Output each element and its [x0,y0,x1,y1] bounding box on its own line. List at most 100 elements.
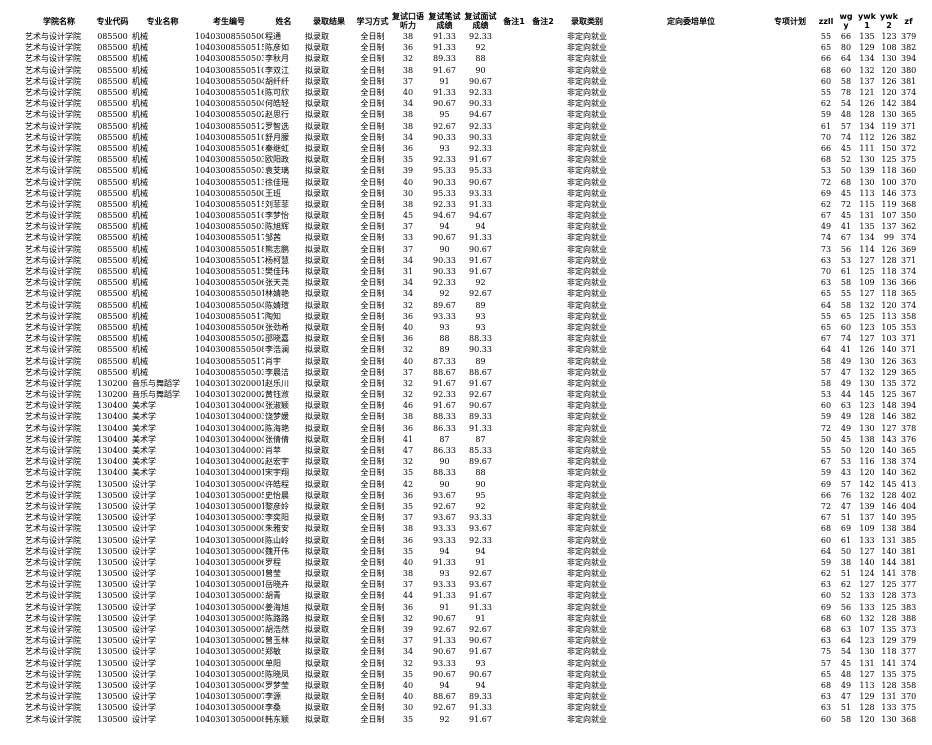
cell-special-plan [764,658,816,669]
cell-written-score: 91 [439,602,450,612]
cell-study-mode: 全日制 [360,322,385,332]
cell-admission-result: 拟录取 [305,401,329,411]
cell-wgy: 52 [840,155,852,165]
cell-ywk2: 143 [881,434,897,444]
cell-note2 [530,65,556,76]
cell-major-name: 机械 [132,199,148,209]
cell-ywk2: 138 [881,457,897,467]
cell-note1 [498,512,530,523]
cell-admission-category: 非定向就业 [567,199,607,209]
cell-study-mode: 全日制 [360,501,385,511]
cell-major-name: 机械 [132,88,148,98]
cell-special-plan [764,199,816,210]
table-row: 艺术与设计学院 130500 设计学 104030130500086 陈山岭 拟录取 全日制… [24,534,917,545]
cell-interview-score: 91.33 [469,423,492,433]
cell-wgy: 47 [840,501,852,511]
cell-admission-result: 拟录取 [305,143,329,153]
cell-admission-result: 拟录取 [305,669,329,679]
cell-written-score: 87 [439,434,450,444]
header-row: 学院名称 专业代码 专业名称 考生编号 姓名 录取结果 学习方式 复试口语听力 复试笔试成绩 复试… [24,10,917,31]
cell-special-plan [764,344,816,355]
cell-zzll: 68 [820,680,832,690]
cell-note1 [498,479,530,490]
cell-oral-listening-score: 38 [402,65,414,75]
cell-special-plan [764,165,816,176]
cell-major-code: 085500 [97,43,128,53]
cell-college: 艺术与设计学院 [25,311,81,321]
cell-major-name: 音乐与舞蹈学 [132,390,180,400]
cell-note1 [498,288,530,299]
cell-admission-result: 拟录取 [305,255,329,265]
cell-ywk1: 107 [859,625,875,635]
cell-major-name: 设计学 [132,602,156,612]
cell-oral-listening-score: 38 [402,110,414,120]
cell-admission-category: 非定向就业 [567,88,607,98]
cell-special-plan [764,31,816,42]
cell-interview-score: 92 [475,43,486,53]
cell-written-score: 90 [439,244,450,254]
cell-major-name: 音乐与舞蹈学 [132,378,180,388]
cell-zzll: 66 [820,143,832,153]
cell-oral-listening-score: 32 [402,457,414,467]
cell-name: 陈彦如 [265,43,289,53]
cell-ywk2: 125 [881,602,897,612]
cell-zzll: 60 [820,714,832,724]
cell-interview-score: 92.67 [469,569,492,579]
cell-wgy: 56 [840,602,852,612]
cell-admission-result: 拟录取 [305,99,329,109]
cell-interview-score: 91.67 [469,714,492,724]
cell-oral-listening-score: 32 [402,54,414,64]
cell-wgy: 58 [840,300,852,310]
cell-candidate-id: 104030085505177 [195,311,264,321]
cell-ywk2: 141 [881,658,897,668]
cell-note1 [498,646,530,657]
cell-study-mode: 全日制 [360,468,385,478]
cell-oral-listening-score: 41 [402,434,414,444]
cell-candidate-id: 104030130400022 [195,457,264,467]
cell-name: 徐佳瑶 [265,177,289,187]
cell-directed-training-unit [618,143,764,154]
cell-college: 艺术与设计学院 [25,177,81,187]
cell-name: 邹茜 [265,233,281,243]
cell-candidate-id: 104030085505155 [195,43,264,53]
cell-ywk1: 137 [859,76,875,86]
cell-oral-listening-score: 31 [402,267,414,277]
cell-directed-training-unit [618,445,764,456]
cell-ywk2: 118 [881,166,897,176]
table-row: 艺术与设计学院 085500 机械 104030085505032 欧阳政 拟录取 全日制 3… [24,154,917,165]
cell-study-mode: 全日制 [360,334,385,344]
cell-major-name: 机械 [132,166,148,176]
cell-note1 [498,445,530,456]
cell-note1 [498,702,530,713]
cell-directed-training-unit [618,534,764,545]
cell-major-name: 设计学 [132,490,156,500]
cell-admission-category: 非定向就业 [567,143,607,153]
cell-admission-category: 非定向就业 [567,132,607,142]
cell-admission-result: 拟录取 [305,546,329,556]
cell-candidate-id: 104030130500042 [195,602,264,612]
cell-name: 李晨洁 [265,367,289,377]
cell-interview-score: 90.67 [469,636,492,646]
cell-major-code: 085500 [97,255,128,265]
cell-wgy: 63 [840,625,852,635]
cell-ywk1: 130 [859,647,875,657]
cell-zf: 388 [901,613,917,623]
cell-oral-listening-score: 36 [402,602,414,612]
cell-note2 [530,31,556,42]
cell-zzll: 53 [820,390,832,400]
cell-college: 艺术与设计学院 [25,412,81,422]
cell-zf: 365 [901,446,917,456]
table-row: 艺术与设计学院 085500 机械 104030085505172 邹茜 拟录取 全日制 33… [24,232,917,243]
cell-note2 [530,154,556,165]
cell-major-code: 130500 [97,490,128,500]
cell-note1 [498,658,530,669]
cell-note2 [530,602,556,613]
cell-note2 [530,98,556,109]
cell-admission-result: 拟录取 [305,378,329,388]
cell-note2 [530,702,556,713]
col-header-oral-listening-score: 复试口语听力 [392,12,424,30]
cell-wgy: 74 [840,132,852,142]
cell-wgy: 60 [840,65,852,75]
cell-name: 黄钰浟 [265,390,289,400]
cell-college: 艺术与设计学院 [25,88,81,98]
